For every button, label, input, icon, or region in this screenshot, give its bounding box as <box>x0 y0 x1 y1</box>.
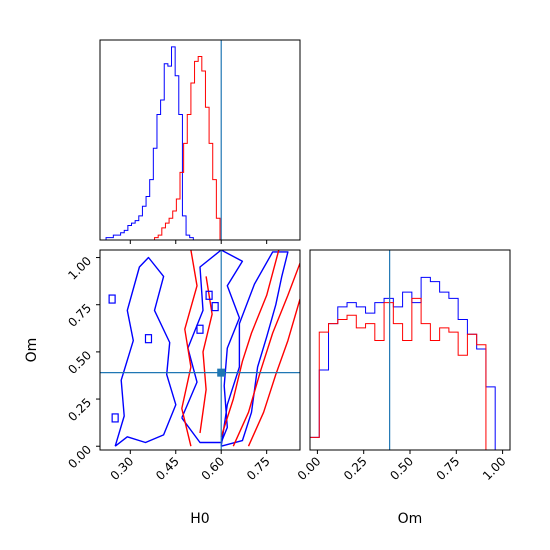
om-hist-xtick-label-5: 1.00 <box>480 454 509 483</box>
truth-marker <box>217 368 226 377</box>
om-hist-axis-label: Om <box>398 511 423 527</box>
om-histogram-panel: 0.00 0.25 0.50 0.75 1.00 Om <box>295 249 511 527</box>
h0-axis-label: H0 <box>190 511 209 527</box>
om-hist-xtick-label-3: 0.50 <box>387 454 416 483</box>
om-hist-series-2 <box>309 297 496 451</box>
contour-line-6 <box>220 250 280 438</box>
om-hist-xtick-label-1: 0.00 <box>295 454 324 483</box>
om-ytick-label-4: 0.75 <box>65 301 94 330</box>
h0-xtick-label-2: 0.45 <box>153 454 182 483</box>
contour-line-5 <box>199 276 213 434</box>
om-ytick-label-2: 0.25 <box>65 395 94 424</box>
contour-line-7 <box>232 262 300 447</box>
contour-line-3 <box>220 251 289 447</box>
h0-xtick-label-4: 0.75 <box>244 454 273 483</box>
contour-island-3 <box>144 334 153 344</box>
contour-island-1 <box>108 294 116 304</box>
h0-hist-series-2 <box>154 55 221 240</box>
h0-hist-series-1 <box>105 46 194 240</box>
om-hist-xtick-label-4: 0.75 <box>434 454 463 483</box>
h0-hist-frame <box>99 39 301 241</box>
om-axis-label: Om <box>24 338 40 363</box>
om-hist-xtick-label-2: 0.25 <box>341 454 370 483</box>
om-ytick-label-3: 0.50 <box>65 348 94 377</box>
contour-group <box>100 250 300 450</box>
h0-om-contour-panel: 0.30 0.45 0.60 0.75 0.00 0.25 0.50 0.75 1.00 H0 Om <box>24 249 301 527</box>
om-ytick-label-5: 1.00 <box>65 254 94 283</box>
contour-line-8 <box>247 298 300 447</box>
contour-line-4 <box>181 250 198 447</box>
h0-xtick-label-1: 0.30 <box>108 454 137 483</box>
contour-island-4 <box>196 324 204 334</box>
om-hist-series-1 <box>309 276 496 450</box>
om-hist-frame <box>309 249 511 451</box>
h0-xtick-label-3: 0.60 <box>199 454 228 483</box>
h0-histogram-panel <box>99 39 301 244</box>
om-ytick-label-1: 0.00 <box>65 442 94 471</box>
contour-island-6 <box>211 302 219 312</box>
contour-island-2 <box>111 413 119 423</box>
contour-island-5 <box>205 290 213 300</box>
contour-line-2 <box>181 250 244 444</box>
contour-frame <box>99 249 301 451</box>
contour-line-1 <box>114 256 177 447</box>
